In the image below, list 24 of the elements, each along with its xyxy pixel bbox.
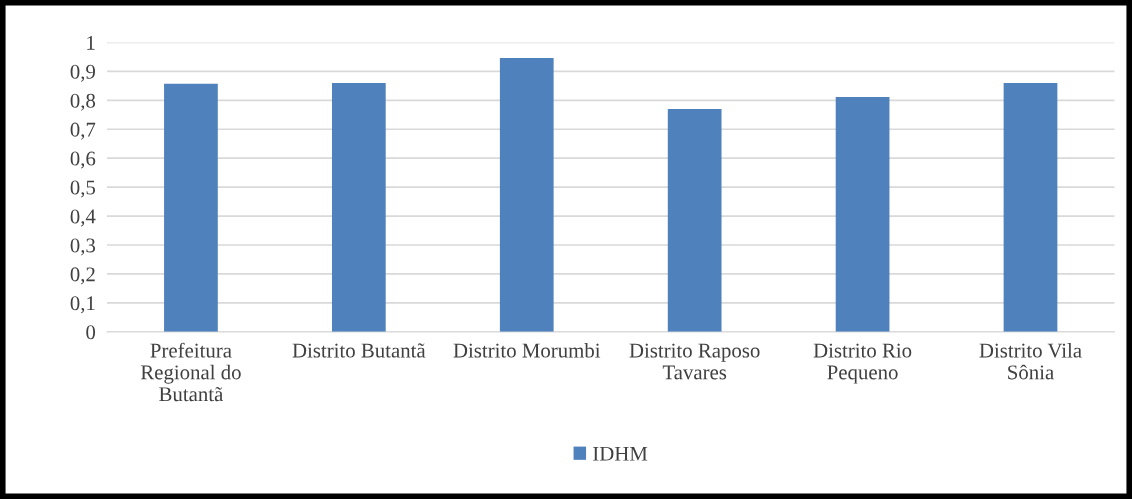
- y-tick-label: 0,8: [70, 93, 96, 111]
- bar: [835, 97, 890, 332]
- bar: [1003, 82, 1058, 332]
- x-tick-label: Distrito Vila Sônia: [979, 342, 1082, 380]
- bar: [667, 108, 722, 332]
- x-tick-label: Distrito Rio Pequeno: [813, 343, 912, 384]
- bar: [331, 82, 386, 332]
- y-tick-label: 0,6: [70, 151, 96, 169]
- x-tick-label: Prefeitura Regional do Butantã: [140, 342, 241, 402]
- y-tick-label: 0,9: [70, 64, 96, 82]
- y-tick-label: 0,1: [70, 296, 95, 314]
- bar: [164, 83, 218, 332]
- y-tick-label: 0,2: [70, 267, 95, 285]
- x-tick-label: Distrito Raposo Tavares: [629, 343, 760, 380]
- legend-label: IDHM: [593, 446, 648, 461]
- y-tick-label: 0,4: [70, 209, 96, 227]
- y-tick-label: 0: [86, 325, 96, 340]
- y-tick-label: 0,5: [70, 180, 96, 198]
- y-tick-label: 0,3: [70, 238, 96, 256]
- bar: [499, 58, 554, 332]
- y-tick-label: 0,7: [70, 122, 96, 140]
- x-tick-label: Distrito Butantã: [292, 343, 426, 358]
- y-tick-label: 1: [87, 35, 95, 50]
- x-tick-label: Distrito Morumbi: [453, 342, 601, 358]
